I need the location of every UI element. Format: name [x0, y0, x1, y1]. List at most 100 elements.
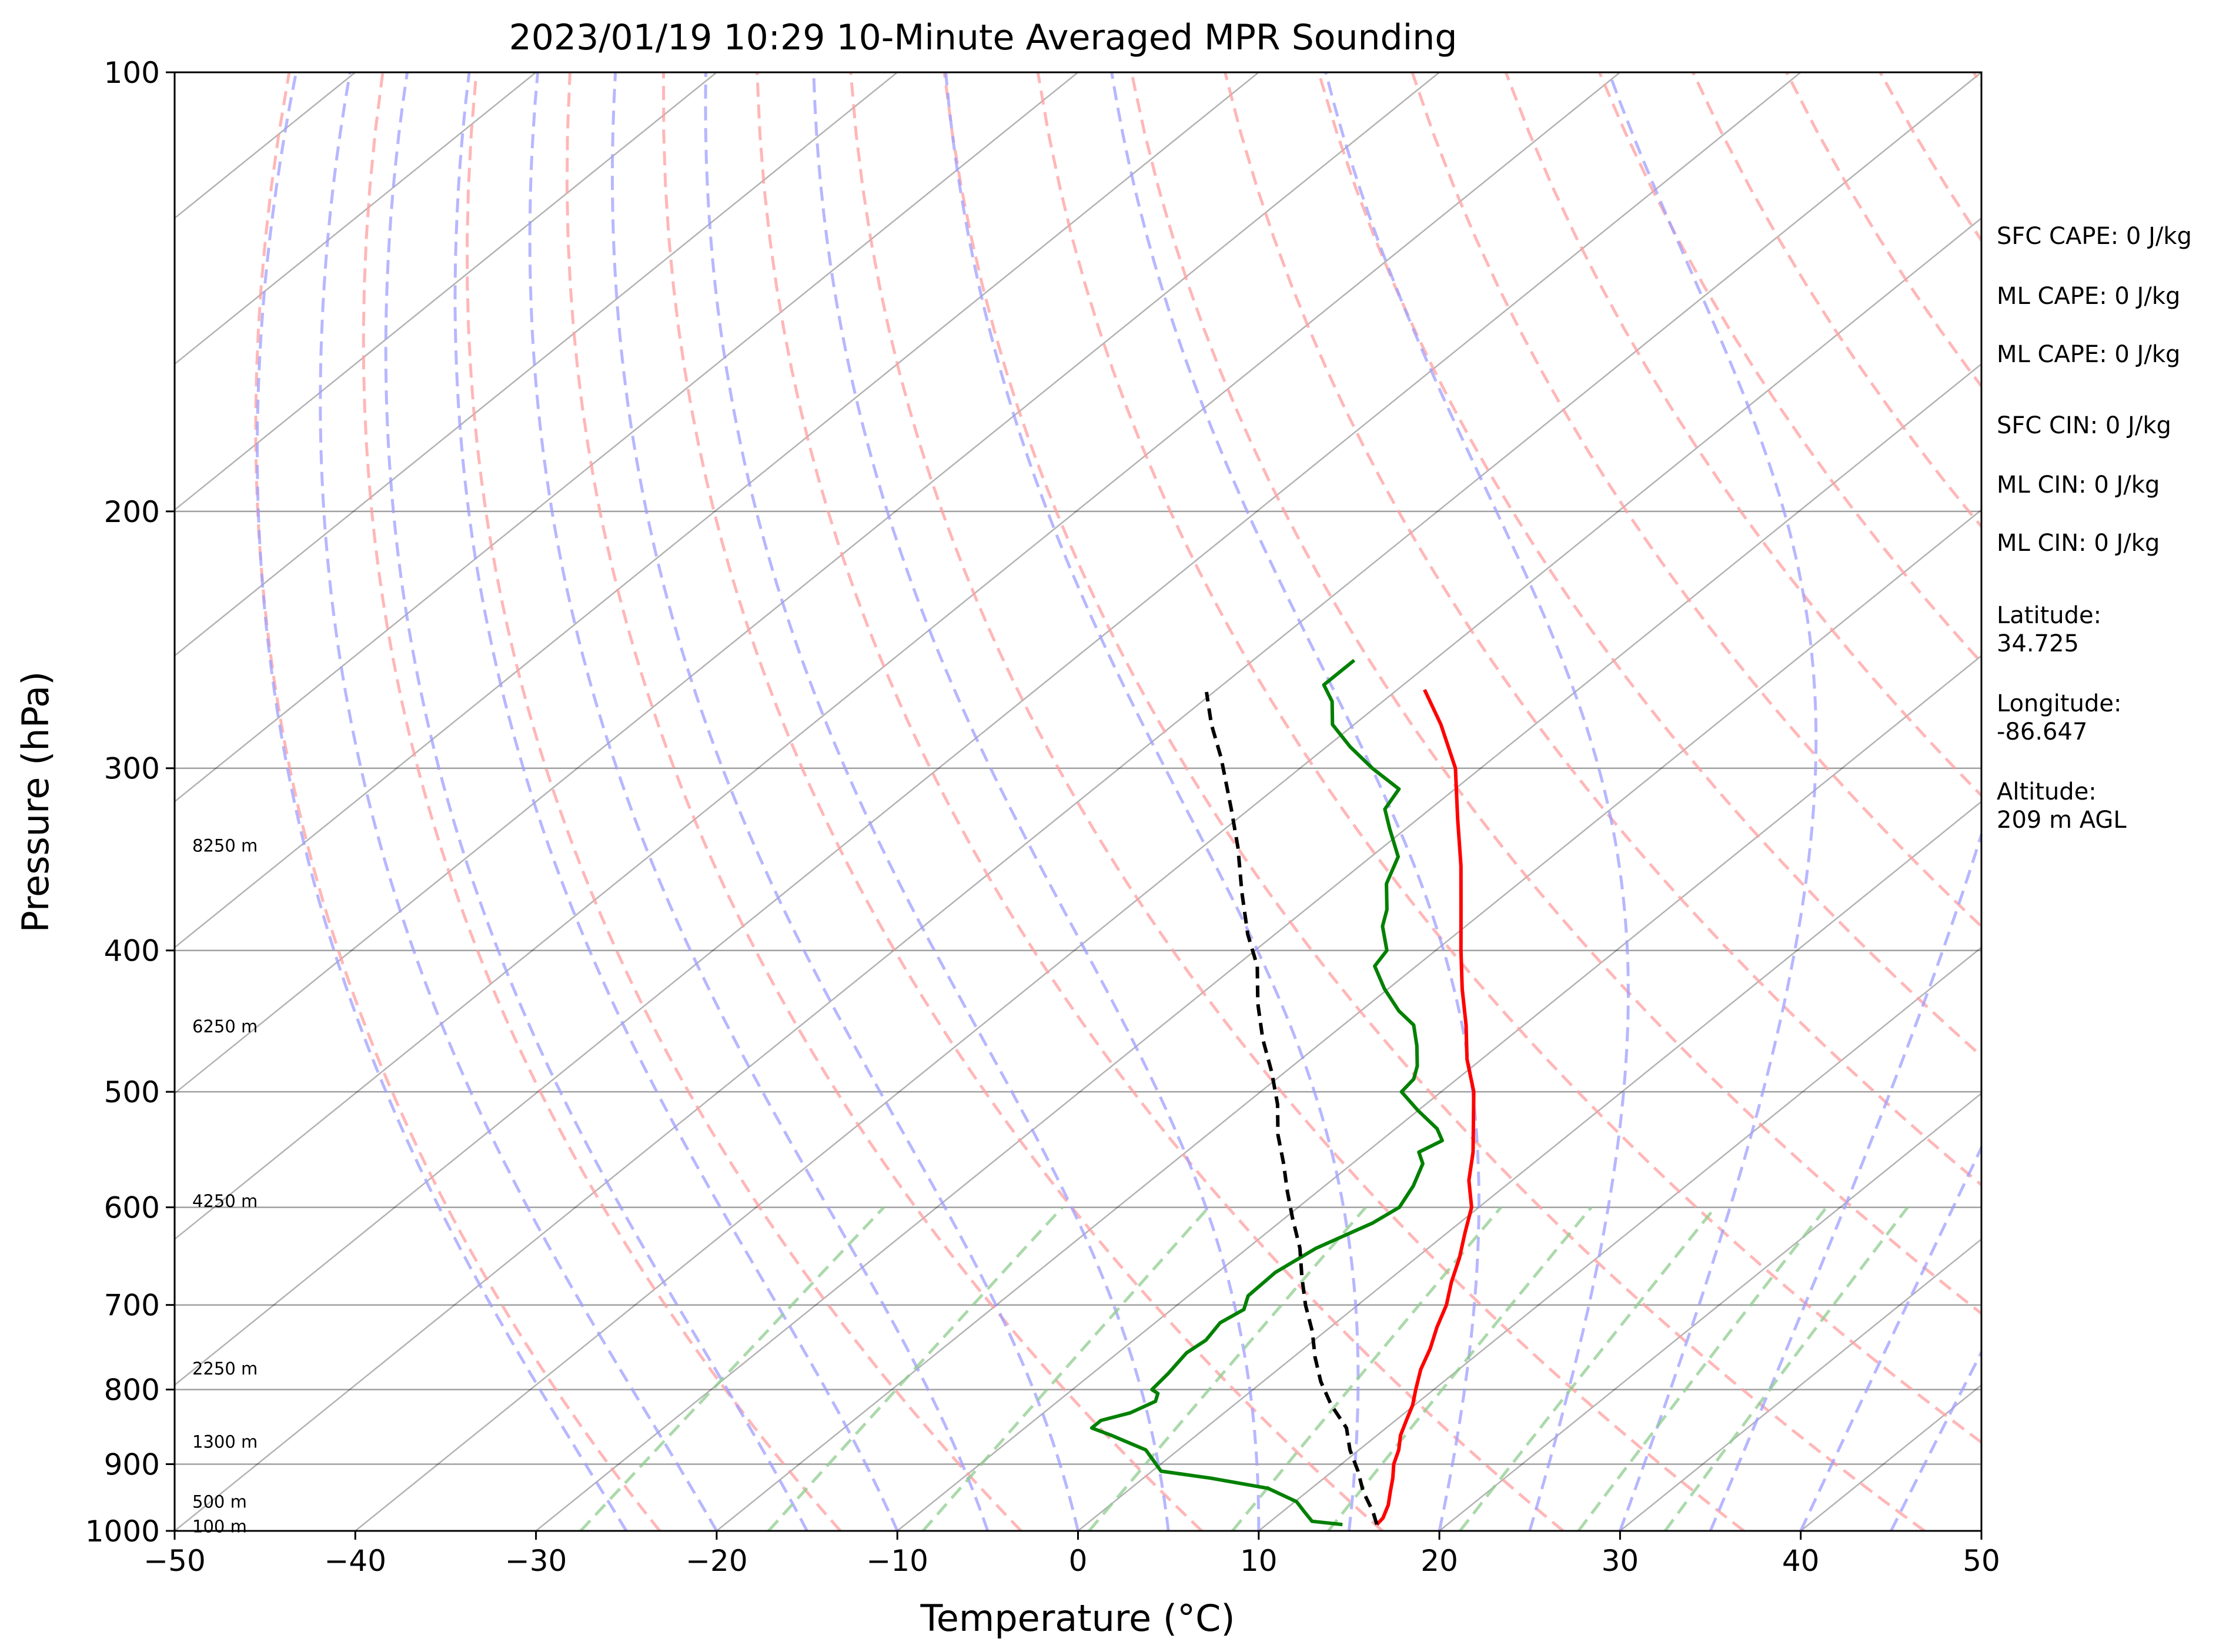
y-tick-label: 1000	[85, 1514, 160, 1549]
moist-adiabat	[1324, 72, 1630, 1531]
dry-adiabat	[466, 72, 1022, 1531]
y-tick-label: 600	[104, 1191, 160, 1225]
longitude-label: Longitude:	[1997, 690, 2121, 717]
sfc-cape-text: SFC CAPE: 0 J/kg	[1997, 223, 2192, 250]
latitude-label: Latitude:	[1997, 602, 2101, 629]
x-tick-label: 20	[1421, 1544, 1458, 1578]
moist-adiabat	[944, 72, 1360, 1531]
mixing-ratio-line	[1459, 1206, 1717, 1531]
info-panel: SFC CAPE: 0 J/kg ML CAPE: 0 J/kg ML CAPE…	[1997, 223, 2192, 834]
x-tick-label: −20	[686, 1544, 748, 1578]
y-tick-label: 200	[104, 495, 160, 529]
x-tick-label: −50	[143, 1544, 206, 1578]
y-tick-label: 900	[104, 1447, 160, 1482]
height-label: 1300 m	[192, 1432, 258, 1452]
longitude-value: -86.647	[1997, 718, 2087, 745]
x-axis-ticks: −50 −40 −30 −20 −10 0 10 20 30 40 50	[143, 1531, 2000, 1578]
dry-adiabat	[756, 72, 1565, 1531]
isotherm-gridline	[175, 72, 717, 511]
moist-adiabat	[256, 72, 628, 1531]
moist-adiabat	[528, 72, 990, 1531]
x-tick-label: −30	[505, 1544, 567, 1578]
y-tick-label: 500	[104, 1075, 160, 1109]
height-labels: 100 m 500 m 1300 m 2250 m 4250 m 6250 m 8250 m	[192, 835, 258, 1536]
x-tick-label: 40	[1782, 1544, 1820, 1578]
background-lines	[175, 72, 1981, 1531]
isotherm-gridline	[535, 363, 1981, 1531]
altitude-value: 209 m AGL	[1997, 807, 2127, 834]
moist-adiabat	[1799, 1144, 1981, 1531]
ml-cin-text: ML CIN: 0 J/kg	[1997, 471, 2160, 499]
latitude-value: 34.725	[1997, 630, 2079, 657]
isotherm-gridline	[1077, 800, 1981, 1531]
y-tick-label: 700	[104, 1289, 160, 1323]
ml-cape-text: ML CAPE: 0 J/kg	[1997, 283, 2180, 310]
x-tick-label: −40	[325, 1544, 387, 1578]
dewpoint-profile-line	[1089, 658, 1444, 1527]
height-label: 6250 m	[192, 1016, 258, 1036]
isotherm-gridline	[175, 72, 1981, 1531]
altitude-label: Altitude:	[1997, 778, 2097, 805]
y-tick-label: 800	[104, 1373, 160, 1407]
mixing-ratio-line	[1663, 1206, 1909, 1531]
x-tick-label: 0	[1069, 1544, 1088, 1578]
moist-adiabat	[1890, 1349, 1981, 1531]
x-tick-label: 30	[1602, 1544, 1639, 1578]
x-tick-label: 10	[1240, 1544, 1278, 1578]
isotherm-gridline	[1619, 1238, 1981, 1531]
moist-adiabat	[704, 72, 1170, 1531]
isotherm-gridline	[175, 72, 1079, 803]
sfc-cin-text: SFC CIN: 0 J/kg	[1997, 412, 2171, 439]
dry-adiabat	[942, 72, 1926, 1531]
dry-adiabat	[849, 72, 1745, 1531]
isotherm-gridline	[175, 72, 1621, 1240]
dry-adiabat	[662, 72, 1383, 1531]
isotherm-gridline	[355, 217, 1981, 1531]
height-label: 100 m	[192, 1516, 247, 1536]
isotherm-gridline	[1439, 1092, 1981, 1531]
mixing-ratio-line	[1577, 1206, 1828, 1531]
moist-adiabat	[1607, 72, 1818, 1531]
mixing-ratio-line	[579, 1206, 885, 1531]
y-tick-label: 300	[104, 752, 160, 786]
moist-adiabat	[1709, 72, 1981, 1531]
ml-cin-text-2: ML CIN: 0 J/kg	[1997, 530, 2160, 557]
dry-adiabat	[1597, 72, 1981, 665]
height-label: 4250 m	[192, 1191, 258, 1211]
height-label: 2250 m	[192, 1359, 258, 1379]
y-tick-label: 100	[104, 56, 160, 90]
isotherm-gridline	[175, 72, 1440, 1095]
y-axis-label: Pressure (hPa)	[14, 671, 57, 933]
moist-adiabat	[384, 72, 808, 1531]
isotherm-gridline	[716, 509, 1981, 1531]
y-axis-ticks: 1000 900 800 700 600 500 400 300 200 100	[85, 56, 175, 1549]
moist-adiabat	[453, 72, 899, 1531]
height-label: 500 m	[192, 1492, 247, 1511]
isotherm-gridline	[175, 72, 1801, 1386]
chart-title: 2023/01/19 10:29 10-Minute Averaged MPR …	[509, 17, 1458, 58]
moist-adiabat	[812, 72, 1261, 1531]
moist-adiabat	[1110, 72, 1480, 1531]
mixing-ratio-line	[921, 1206, 1210, 1531]
parcel-path-line	[1205, 691, 1379, 1526]
dry-adiabat	[1036, 72, 1981, 1444]
y-tick-label: 400	[104, 934, 160, 968]
moist-adiabat	[610, 72, 1079, 1531]
height-label: 8250 m	[192, 835, 258, 855]
isotherm-gridline	[175, 72, 537, 365]
isotherm-gridline	[175, 72, 1259, 949]
moist-adiabat	[319, 72, 718, 1531]
x-tick-label: 50	[1963, 1544, 2000, 1578]
ml-cape-text-2: ML CAPE: 0 J/kg	[1997, 341, 2180, 368]
mixing-ratio-line	[1088, 1206, 1367, 1531]
x-axis-label: Temperature (°C)	[920, 1597, 1235, 1640]
dry-adiabat	[1504, 72, 1981, 798]
dry-adiabat	[565, 72, 1203, 1531]
dry-adiabat	[362, 72, 842, 1531]
isotherm-gridline	[897, 654, 1981, 1531]
dry-adiabat	[1411, 72, 1981, 929]
data-lines	[1089, 658, 1476, 1527]
isotherm-gridline	[175, 72, 898, 657]
isotherm-gridline	[1258, 946, 1981, 1531]
